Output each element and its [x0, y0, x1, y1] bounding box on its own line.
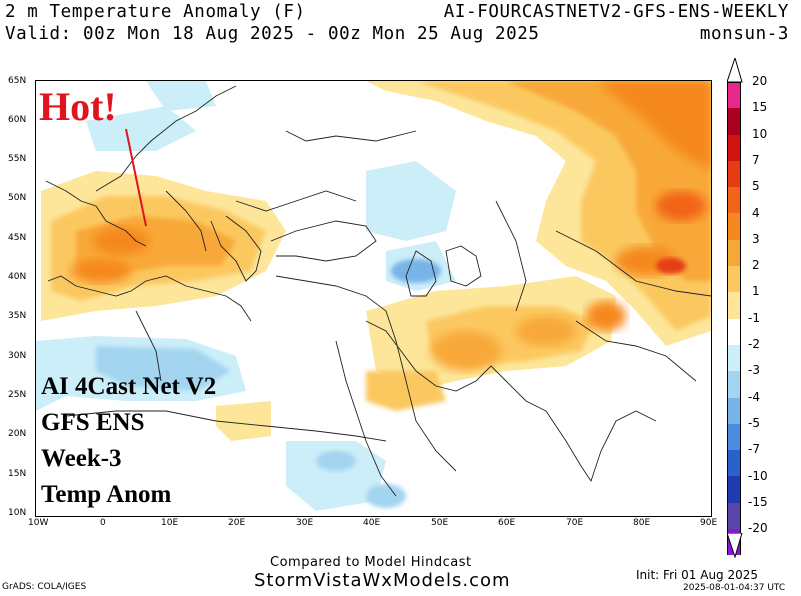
hindcast-note: Compared to Model Hindcast	[270, 555, 472, 570]
colorbar-label: -5	[748, 415, 760, 430]
lon-label: 20E	[228, 518, 246, 528]
overlay-label: AI 4Cast Net V2 GFS ENS Week-3 Temp Anom	[41, 369, 216, 513]
colorbar-cell	[727, 134, 741, 161]
anomaly-field	[36, 81, 711, 511]
lon-label: 0	[100, 518, 106, 528]
colorbar-cell	[727, 160, 741, 188]
colorbar-cell	[727, 476, 741, 503]
lat-label: 65N	[8, 76, 27, 86]
colorbar-label: -4	[748, 389, 760, 404]
colorbar-cell	[727, 397, 741, 424]
lon-label: 10W	[28, 518, 49, 528]
colorbar-cell	[727, 450, 741, 477]
colorbar-label: -20	[748, 521, 768, 536]
colorbar-top-arrow	[727, 58, 743, 83]
lat-label: 30N	[8, 351, 27, 361]
colorbar-label: 7	[752, 152, 760, 167]
overlay-line: Week-3	[41, 445, 122, 472]
lat-label: 60N	[8, 115, 27, 125]
colorbar-cell	[727, 108, 741, 135]
colorbar-label: 1	[752, 284, 760, 299]
colorbar-cell	[727, 292, 741, 319]
colorbar-cell	[727, 82, 741, 109]
lon-label: 50E	[431, 518, 449, 528]
hot-annotation: Hot!	[39, 84, 117, 129]
lat-label: 20N	[8, 429, 27, 439]
anomaly-map: Hot! AI 4Cast Net V2 GFS ENS Week-3 Temp…	[35, 80, 712, 517]
colorbar-cell	[727, 318, 741, 345]
warm-anomaly-areas	[41, 81, 711, 441]
overlay-line: GFS ENS	[41, 409, 145, 436]
colorbar-label: -15	[748, 494, 768, 509]
lon-label: 40E	[363, 518, 381, 528]
lat-label: 10N	[8, 508, 27, 518]
colorbar-label: -7	[748, 442, 760, 457]
lat-label: 55N	[8, 154, 27, 164]
overlay-line: AI 4Cast Net V2	[41, 373, 217, 400]
lon-label: 30E	[296, 518, 314, 528]
colorbar	[727, 82, 741, 556]
lat-label: 25N	[8, 390, 27, 400]
colorbar-label: 3	[752, 231, 760, 246]
colorbar-cell	[727, 423, 741, 451]
colorbar-label: 20	[752, 74, 768, 88]
lat-label: 45N	[8, 233, 27, 243]
colorbar-label: 10	[752, 126, 768, 141]
lat-label: 35N	[8, 311, 27, 321]
colorbar-label: 4	[752, 205, 760, 220]
cool-anomaly-areas	[36, 81, 456, 511]
colorbar-cell	[727, 371, 741, 398]
lat-label: 40N	[8, 272, 27, 282]
colorbar-cell	[727, 187, 741, 214]
colorbar-label: -2	[748, 337, 760, 351]
colorbar-cell	[727, 239, 741, 267]
lon-label: 70E	[566, 518, 584, 528]
colorbar-cell	[727, 213, 741, 240]
lat-label: 50N	[8, 193, 27, 203]
lat-label: 15N	[8, 469, 27, 479]
model-name: AI-FOURCASTNETV2-GFS-ENS-WEEKLY	[443, 2, 789, 22]
run-label: monsun-3	[699, 24, 789, 44]
hot-arrow	[125, 128, 147, 227]
init-time: Init: Fri 01 Aug 2025	[636, 568, 759, 582]
colorbar-label: 15	[752, 100, 768, 115]
colorbar-cell	[727, 344, 741, 372]
coastlines-borders	[45, 85, 711, 497]
generated-timestamp: 2025-08-01-04:37 UTC	[683, 583, 786, 593]
lon-label: 80E	[633, 518, 651, 528]
colorbar-label: 5	[752, 179, 760, 194]
site-name: StormVistaWxModels.com	[254, 570, 511, 591]
valid-period: Valid: 00z Mon 18 Aug 2025 - 00z Mon 25 …	[5, 24, 540, 44]
colorbar-label: -10	[748, 468, 768, 483]
colorbar-cell	[727, 502, 741, 530]
colorbar-label: -3	[748, 363, 760, 378]
lon-label: 60E	[498, 518, 516, 528]
colorbar-label: 2	[752, 258, 760, 273]
map-title: 2 m Temperature Anomaly (F)	[5, 2, 306, 22]
colorbar-cell	[727, 266, 741, 293]
overlay-line: Temp Anom	[41, 481, 172, 508]
colorbar-bottom-arrow	[727, 533, 743, 558]
colorbar-label: -1	[748, 310, 760, 325]
lon-label: 10E	[161, 518, 179, 528]
grads-credit: GrADS: COLA/IGES	[2, 582, 87, 592]
lon-label: 90E	[700, 518, 718, 528]
